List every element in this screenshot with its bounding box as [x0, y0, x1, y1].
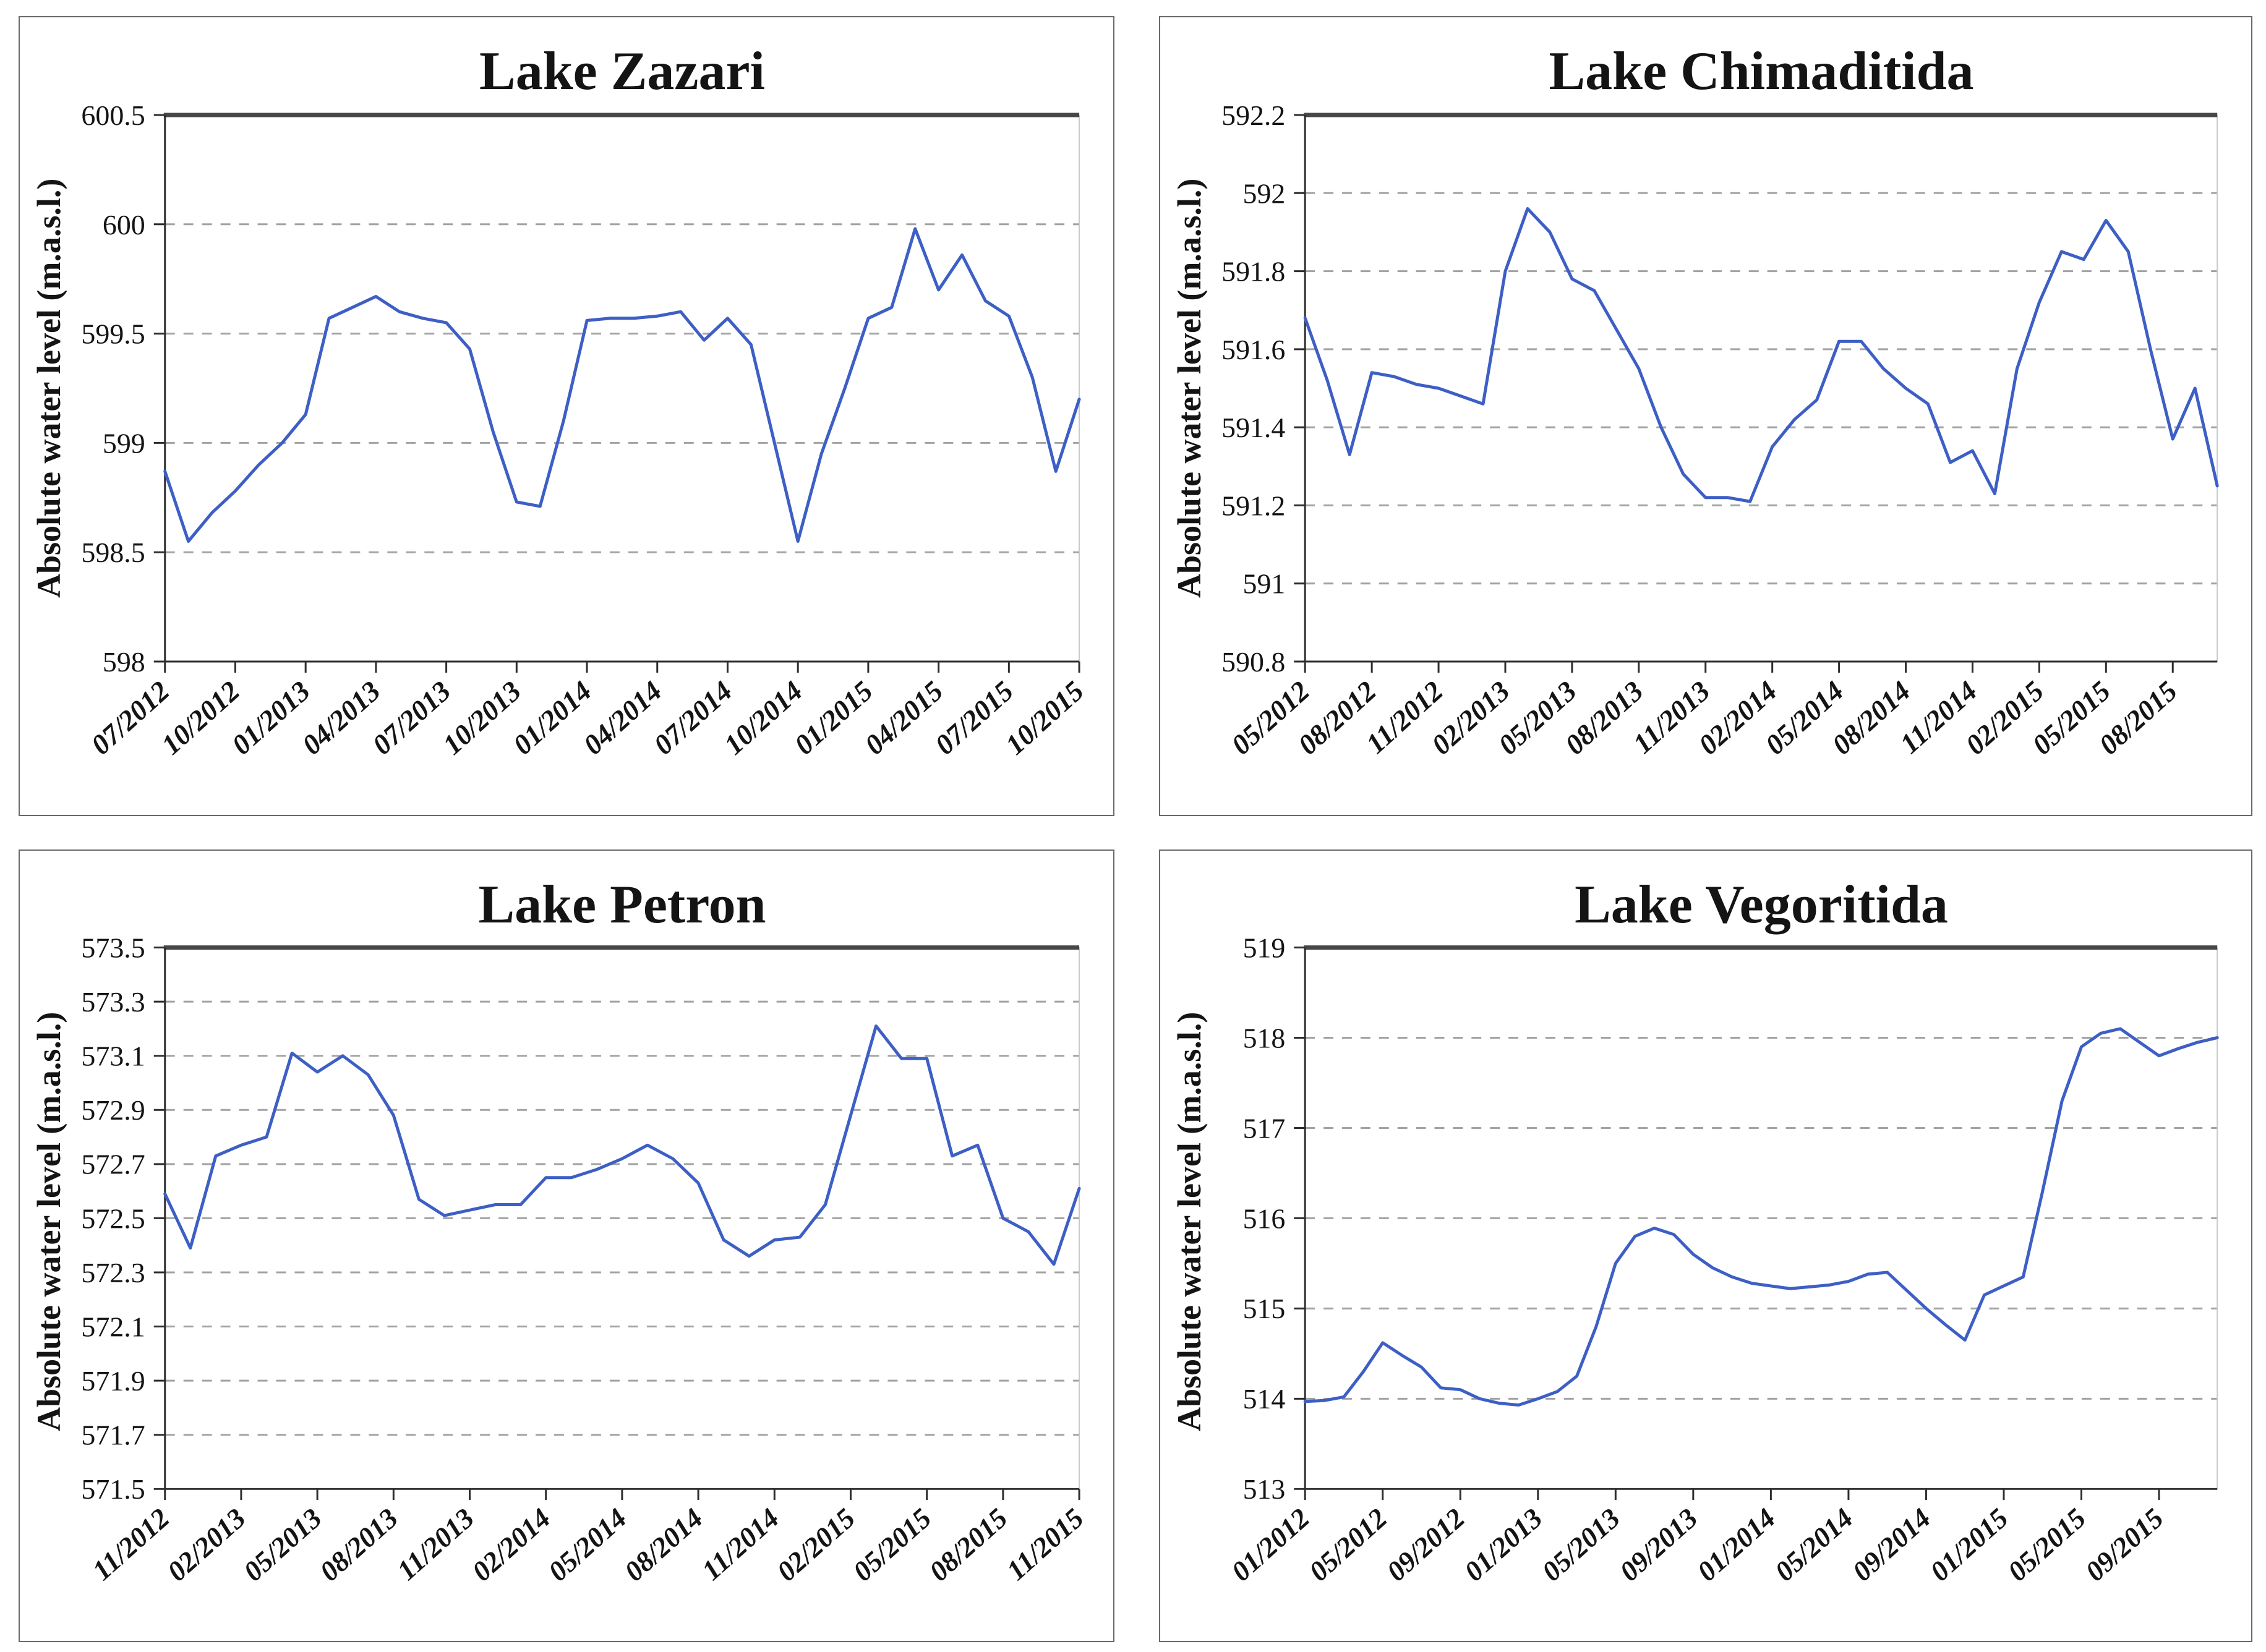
water-level-line	[1303, 1027, 2219, 1407]
svg-text:591.4: 591.4	[1221, 412, 1285, 443]
svg-text:572.5: 572.5	[81, 1203, 145, 1234]
svg-text:09/2015: 09/2015	[2079, 1502, 2170, 1587]
svg-text:07/2012: 07/2012	[85, 675, 175, 761]
svg-text:08/2014: 08/2014	[618, 1502, 709, 1587]
svg-text:08/2013: 08/2013	[314, 1502, 404, 1587]
svg-text:519: 519	[1243, 932, 1286, 964]
chart-title-zazari: Lake Zazari	[479, 41, 765, 101]
svg-text:04/2014: 04/2014	[577, 675, 667, 761]
water-level-line	[163, 227, 1081, 543]
svg-text:09/2014: 09/2014	[1846, 1502, 1936, 1587]
svg-text:592.2: 592.2	[1221, 100, 1285, 131]
line-chart-petron: 571.5 571.7 571.9 572.1 572.3 572.5 572.7 572.9…	[81, 932, 1089, 1588]
chart-title-vegoritida: Lake Vegoritida	[1575, 875, 1948, 935]
svg-text:10/2013: 10/2013	[437, 675, 527, 761]
svg-text:571.5: 571.5	[81, 1473, 145, 1505]
svg-text:573.3: 573.3	[81, 986, 145, 1018]
svg-text:514: 514	[1243, 1383, 1286, 1415]
svg-text:05/2013: 05/2013	[237, 1502, 328, 1587]
chart-panel-chimaditida: Lake Chimaditida Absolute water level (m…	[1159, 16, 2252, 816]
chart-panel-petron: Lake Petron Absolute water level (m.a.s.…	[19, 849, 1114, 1642]
svg-text:11/2015: 11/2015	[1000, 1502, 1089, 1586]
svg-text:02/2014: 02/2014	[466, 1502, 556, 1587]
svg-text:600.5: 600.5	[81, 100, 145, 131]
water-level-line	[163, 1024, 1081, 1266]
svg-text:10/2012: 10/2012	[155, 675, 246, 761]
svg-text:07/2015: 07/2015	[929, 675, 1019, 761]
svg-text:09/2012: 09/2012	[1380, 1502, 1471, 1587]
svg-text:01/2014: 01/2014	[507, 675, 597, 761]
svg-text:573.5: 573.5	[81, 932, 145, 964]
svg-text:591.6: 591.6	[1221, 334, 1285, 365]
svg-text:515: 515	[1243, 1293, 1286, 1324]
chart-title-chimaditida: Lake Chimaditida	[1549, 41, 1974, 101]
svg-text:07/2014: 07/2014	[648, 675, 738, 761]
line-chart-chimaditida: 590.8591591.2591.4591.6591.8592592.205/2…	[1221, 100, 2219, 760]
svg-text:05/2013: 05/2013	[1536, 1502, 1626, 1587]
svg-text:571.9: 571.9	[81, 1365, 145, 1397]
svg-text:10/2015: 10/2015	[999, 675, 1090, 761]
svg-text:591: 591	[1243, 568, 1286, 600]
svg-text:11/2013: 11/2013	[391, 1502, 480, 1586]
svg-text:518: 518	[1243, 1022, 1286, 1054]
svg-text:572.3: 572.3	[81, 1257, 145, 1288]
svg-text:591.2: 591.2	[1221, 490, 1285, 521]
svg-text:07/2013: 07/2013	[366, 675, 456, 761]
svg-text:02/2013: 02/2013	[161, 1502, 251, 1587]
svg-text:05/2012: 05/2012	[1303, 1502, 1393, 1587]
svg-text:516: 516	[1243, 1203, 1286, 1234]
svg-text:05/2015: 05/2015	[847, 1502, 937, 1587]
line-chart-zazari: 598598.5599599.5600600.507/201210/201201…	[81, 100, 1090, 761]
svg-text:09/2013: 09/2013	[1614, 1502, 1704, 1587]
svg-text:05/2014: 05/2014	[1769, 1502, 1859, 1587]
svg-text:598.5: 598.5	[81, 537, 145, 568]
svg-text:517: 517	[1243, 1112, 1286, 1144]
svg-text:01/2013: 01/2013	[226, 675, 316, 761]
svg-text:05/2015: 05/2015	[2001, 1502, 2092, 1587]
svg-text:572.1: 572.1	[81, 1311, 145, 1343]
svg-text:600: 600	[103, 209, 145, 241]
svg-text:01/2012: 01/2012	[1225, 1502, 1315, 1587]
svg-text:04/2013: 04/2013	[296, 675, 387, 761]
water-level-line	[1303, 207, 2219, 503]
svg-text:01/2015: 01/2015	[1924, 1502, 2014, 1587]
chart-panel-zazari: Lake Zazari Absolute water level (m.a.s.…	[19, 16, 1114, 816]
svg-text:592: 592	[1243, 177, 1286, 209]
svg-text:599: 599	[103, 427, 145, 459]
svg-text:02/2015: 02/2015	[771, 1502, 861, 1587]
svg-text:01/2015: 01/2015	[789, 675, 879, 761]
svg-text:572.7: 572.7	[81, 1149, 145, 1180]
chart-panel-vegoritida: Lake Vegoritida Absolute water level (m.…	[1159, 849, 2252, 1642]
svg-text:598: 598	[103, 646, 145, 678]
svg-text:599.5: 599.5	[81, 318, 145, 350]
svg-text:04/2015: 04/2015	[858, 675, 949, 761]
svg-text:571.7: 571.7	[81, 1420, 145, 1451]
svg-text:01/2013: 01/2013	[1458, 1502, 1549, 1587]
svg-text:572.9: 572.9	[81, 1094, 145, 1126]
svg-text:11/2014: 11/2014	[696, 1502, 785, 1586]
svg-text:11/2012: 11/2012	[86, 1502, 175, 1586]
chart-title-petron: Lake Petron	[478, 875, 766, 935]
svg-text:590.8: 590.8	[1221, 646, 1285, 678]
svg-text:513: 513	[1243, 1473, 1286, 1505]
svg-text:10/2014: 10/2014	[718, 675, 808, 761]
svg-text:05/2014: 05/2014	[542, 1502, 632, 1587]
line-chart-vegoritida: 51351451551651751851901/201205/201209/20…	[1225, 932, 2219, 1587]
svg-text:08/2015: 08/2015	[923, 1502, 1013, 1587]
svg-text:01/2014: 01/2014	[1691, 1502, 1781, 1587]
svg-text:573.1: 573.1	[81, 1041, 145, 1072]
svg-text:591.8: 591.8	[1221, 256, 1285, 287]
